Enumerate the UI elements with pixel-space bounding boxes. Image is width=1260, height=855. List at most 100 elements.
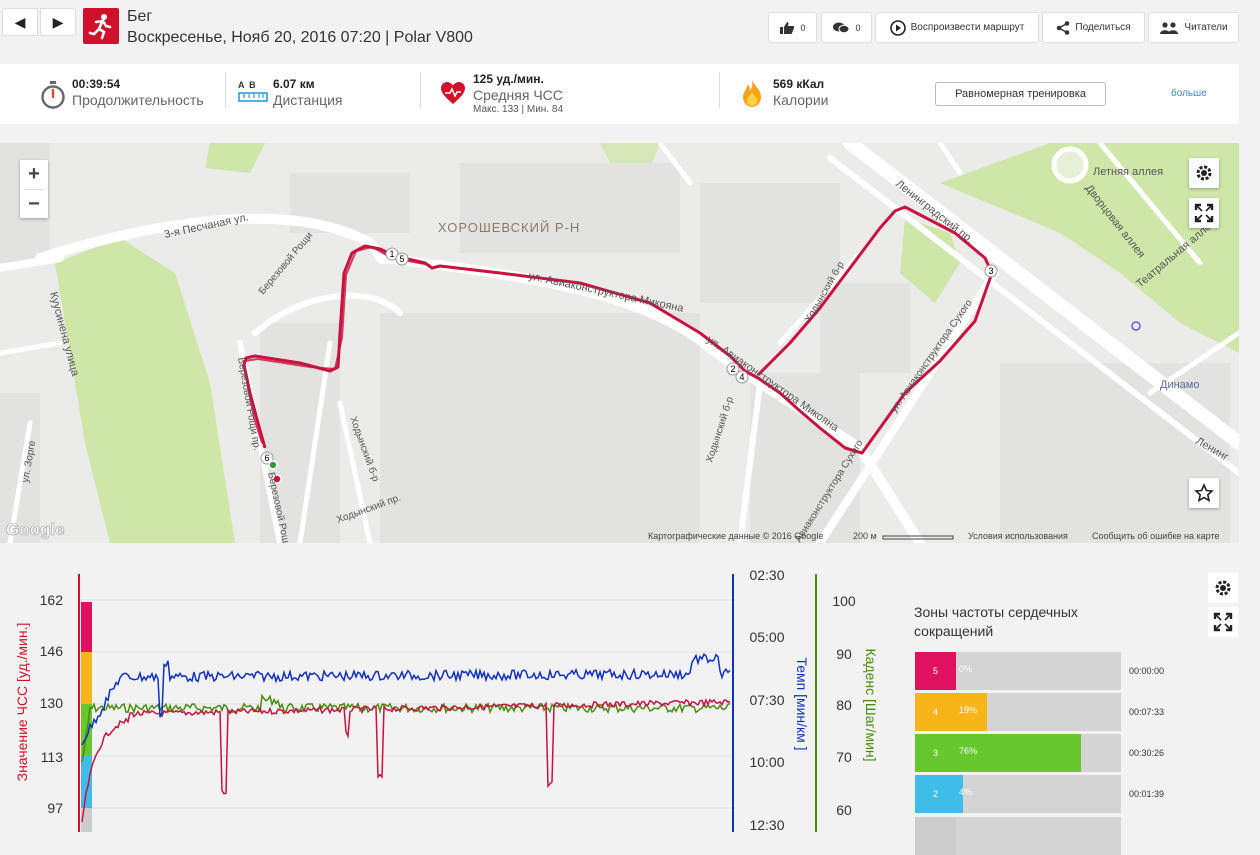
zone-percent: 19% [959,705,978,715]
thumbs-up-icon [780,21,795,34]
hr-label: Средняя ЧСС [473,87,563,103]
park-area [600,143,660,168]
zone-bar [956,734,1081,772]
comment-count: 0 [855,22,861,33]
heart-icon [441,82,465,104]
calories-label: Калории [773,92,829,108]
svg-text:Динамо: Динамо [1160,379,1199,391]
arrow-left-icon: ◀ [14,13,26,30]
zone-strip [81,602,92,652]
chart-fullscreen-button[interactable] [1208,607,1238,637]
next-button[interactable]: ▶ [40,8,76,36]
hr-tick-label: 162 [40,592,64,608]
zone-number: 3 [915,734,956,772]
zone-time: 00:00:00 [1129,666,1165,676]
share-label: Поделиться [1075,22,1131,33]
flame-icon [743,79,761,107]
like-count: 0 [800,22,806,33]
pace-axis-label: Темп [мин/км ] [794,657,810,750]
svg-text:Летняя аллея: Летняя аллея [1093,166,1163,178]
map-canvas: 1 5 2 4 3 6 ХОРОШЕВСКИЙ Р-Н 3-я Песчаная… [0,143,1239,543]
play-route-label: Воспроизвести маршрут [910,22,1025,33]
chart-settings-button[interactable] [1208,573,1238,603]
zone-row: 2 4% [915,775,1121,813]
zone-time: 00:30:26 [1129,748,1165,758]
duration-label: Продолжительность [72,92,204,108]
comments-icon [833,22,850,33]
fullscreen-icon [1213,612,1233,632]
cadence-axis-label: Каденс [Шаг/мин] [863,648,879,761]
zone-row [915,817,1121,855]
route-line [242,245,431,444]
zone-bar [956,693,987,731]
zoom-out-button[interactable]: − [24,189,44,218]
readers-button[interactable]: Читатели [1148,12,1239,43]
stopwatch-icon [41,81,65,109]
comments-button[interactable]: 0 [821,12,872,43]
training-type-button[interactable]: Равномерная тренировка [935,82,1106,106]
svg-text:6: 6 [264,453,269,463]
report-error-link[interactable]: Сообщить об ошибке на карте [1092,531,1220,541]
svg-text:1: 1 [389,249,394,259]
hr-tick-label: 146 [40,643,64,659]
map-data-attribution: Картографические данные © 2016 Google [648,531,824,541]
star-icon [1194,483,1214,503]
scale-bar [882,535,954,540]
cadence-line [81,693,731,763]
cadence-tick-label: 90 [836,646,852,662]
distance-stat: 6.07 км Дистанция [273,77,343,108]
duration-value: 00:39:54 [72,77,121,91]
zone-number: 2 [915,775,956,813]
google-logo: Google [6,520,65,539]
distance-value: 6.07 км [273,77,315,91]
chart-area: 162 146 130 113 97 02:30 05:00 07:30 10:00 12:30 1… [0,562,1260,832]
route-map[interactable]: 1 5 2 4 3 6 ХОРОШЕВСКИЙ Р-Н 3-я Песчаная… [0,143,1239,543]
fullscreen-icon [1194,203,1214,223]
zone-strip [81,808,92,832]
hr-tick-label: 130 [40,695,64,711]
svg-text:5: 5 [399,254,404,264]
svg-text:2: 2 [730,364,735,374]
top-bar: ◀ ▶ Бег Воскресенье, Нояб 20, 2016 07:20… [0,0,1260,56]
map-scale-label: 200 м [853,531,877,541]
svg-text:4: 4 [739,372,744,382]
svg-text:Ходынский б-р: Ходынский б-р [703,395,736,464]
city-blocks [0,143,1230,543]
pace-tick-label: 05:00 [749,629,784,645]
calories-stat: 569 кКал Калории [773,77,828,108]
pace-tick-label: 07:30 [749,692,784,708]
gear-icon [1215,580,1231,596]
heart-rate-stat: 125 уд./мин. Средняя ЧСС Макс. 133 | Мин… [473,72,563,115]
summary-stats: 00:39:54 Продолжительность A B 6.07 км Д… [0,64,1239,124]
svg-text:Березовой Рощи пр.: Березовой Рощи пр. [235,357,262,452]
cadence-tick-label: 70 [836,749,852,765]
zone-percent: 0% [959,664,973,674]
zone-percent: 4% [959,787,973,797]
stat-divider [420,72,421,108]
pace-tick-label: 12:30 [749,817,784,832]
share-button[interactable]: Поделиться [1042,12,1145,43]
map-settings-button[interactable] [1189,158,1219,188]
hr-axis-label: Значение ЧСС [уд./мин.] [14,623,30,782]
activity-chart[interactable]: 162 146 130 113 97 02:30 05:00 07:30 10:00 12:30 1… [0,562,900,832]
district-label: ХОРОШЕВСКИЙ Р-Н [438,220,580,235]
play-icon [889,19,906,36]
session-subtitle: Воскресенье, Нояб 20, 2016 07:20 | Polar… [127,29,473,46]
zone-row: 4 19% [915,693,1121,731]
zone-number: 4 [915,693,956,731]
more-link[interactable]: больше [1171,88,1207,99]
like-button[interactable]: 0 [768,12,817,43]
favorite-button[interactable] [1189,478,1219,508]
terms-link[interactable]: Условия использования [968,531,1068,541]
users-icon [1160,21,1179,34]
play-route-button[interactable]: Воспроизвести маршрут [875,12,1039,43]
gear-icon [1196,165,1212,181]
zoom-in-button[interactable]: + [28,163,40,185]
arrow-right-icon: ▶ [52,13,64,30]
map-fullscreen-button[interactable] [1189,198,1219,228]
roads [0,143,1239,543]
svg-text:Березовой Рощи: Березовой Рощи [257,230,315,297]
hr-tick-label: 113 [41,749,64,765]
previous-button[interactable]: ◀ [2,8,38,36]
zone-bar [956,775,963,813]
